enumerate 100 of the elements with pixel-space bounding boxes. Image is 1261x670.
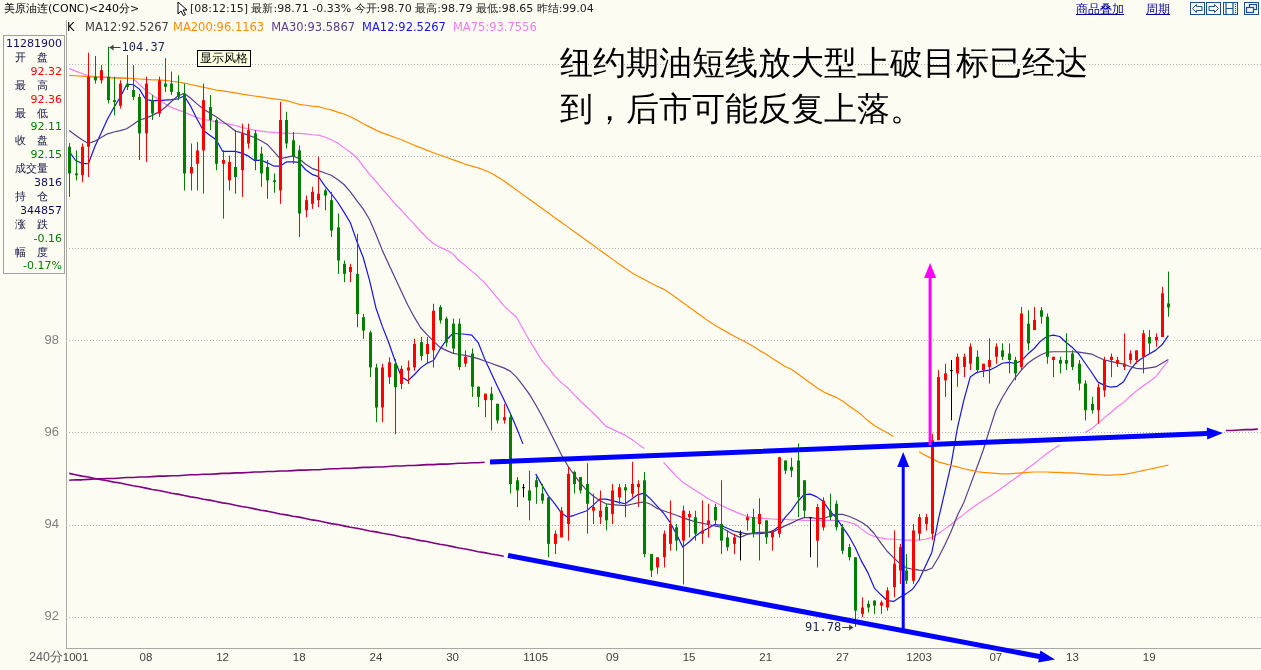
candlestick xyxy=(541,483,544,505)
candlestick xyxy=(113,76,116,116)
candlestick xyxy=(663,530,666,568)
candlestick xyxy=(362,313,365,340)
candlestick xyxy=(829,493,832,521)
x-tick-label: 24 xyxy=(369,651,383,664)
candlestick xyxy=(599,489,602,525)
text: MA75:93.7556 xyxy=(452,20,537,35)
candlestick xyxy=(477,385,480,408)
candlestick xyxy=(388,356,391,385)
candlestick xyxy=(1167,271,1170,318)
candlestick xyxy=(726,530,729,552)
candlestick xyxy=(707,503,710,538)
candlestick xyxy=(324,188,327,211)
candlestick xyxy=(196,141,199,191)
y-tick-label: 94 xyxy=(44,516,59,532)
candlestick xyxy=(1008,342,1011,374)
candlestick xyxy=(170,71,173,96)
candlestick xyxy=(177,74,180,101)
candlestick xyxy=(624,483,627,518)
text: 92.11 xyxy=(29,120,62,135)
candlestick xyxy=(605,503,608,532)
candlestick xyxy=(618,483,621,505)
candlestick xyxy=(650,553,653,578)
candlestick xyxy=(209,94,212,131)
candlestick xyxy=(675,523,678,552)
candlestick xyxy=(407,359,410,385)
text: 持 仓 xyxy=(15,189,48,204)
candlestick xyxy=(886,586,889,612)
candlestick xyxy=(234,129,237,195)
annotation: MA12:92.5267 xyxy=(85,20,169,35)
candlestick xyxy=(752,508,755,538)
text: 幅 度 xyxy=(15,245,48,260)
candlestick xyxy=(413,338,416,372)
candlestick xyxy=(1014,356,1017,381)
candlestick xyxy=(522,483,525,498)
text: 344857 xyxy=(19,203,62,218)
candlestick xyxy=(963,353,966,378)
annotation: 显示风格 xyxy=(197,50,251,67)
chart-subtitle: [08:12:15] 最新:98.71 -0.33% 今开:98.70 最高:98.79 最低:98.65 昨结:99.04 xyxy=(190,2,594,16)
candlestick xyxy=(273,172,276,194)
candlestick xyxy=(285,111,288,150)
candlestick xyxy=(637,479,640,508)
candlestick xyxy=(516,476,519,508)
candlestick xyxy=(733,533,736,555)
candlestick xyxy=(956,353,959,388)
candlestick xyxy=(394,358,397,435)
candlestick xyxy=(950,359,953,421)
text: 92.15 xyxy=(29,148,62,163)
candlestick xyxy=(190,142,193,191)
x-tick-label: 27 xyxy=(836,651,849,664)
candlestick xyxy=(426,336,429,365)
x-tick-label: 08 xyxy=(139,651,153,664)
candlestick xyxy=(758,497,761,561)
candlestick xyxy=(439,304,442,325)
candlestick xyxy=(841,523,844,555)
text: 92.36 xyxy=(29,92,62,107)
annotation: 纽约期油短线放大型上破目标已经达到，后市可能反复上落。 xyxy=(560,42,1089,130)
y-tick-label: 98 xyxy=(44,331,59,347)
text: 3816 xyxy=(33,176,62,190)
candlestick xyxy=(100,64,103,85)
candlestick xyxy=(701,500,704,545)
candlestick xyxy=(490,386,493,432)
candlestick xyxy=(988,337,991,385)
x-tick-label: 19 xyxy=(1142,651,1156,664)
annotation: 104.37 xyxy=(121,40,165,55)
candlestick xyxy=(1065,332,1068,371)
candlestick xyxy=(247,123,250,150)
candlestick xyxy=(899,543,902,585)
candlestick xyxy=(528,470,531,521)
text: 涨 跌 xyxy=(15,217,48,232)
candlestick xyxy=(861,596,864,618)
candlestick xyxy=(1027,309,1030,351)
candlestick xyxy=(151,94,154,121)
candlestick xyxy=(720,479,723,555)
candlestick xyxy=(75,149,78,181)
x-tick-label: 13 xyxy=(1066,651,1079,664)
candlestick xyxy=(260,146,263,188)
x-tick-label: 09 xyxy=(605,651,619,664)
candlestick xyxy=(905,553,908,585)
candlestick xyxy=(222,149,225,220)
candlestick xyxy=(292,131,295,165)
candlestick xyxy=(1071,349,1074,371)
candlestick xyxy=(1148,329,1151,355)
text: 最 低 xyxy=(15,106,48,121)
text: 11281900 xyxy=(5,37,62,51)
candlestick xyxy=(164,57,167,93)
candlestick xyxy=(420,336,423,361)
text: MA12:92.5267 xyxy=(362,20,446,35)
candlestick xyxy=(694,510,697,542)
candlestick xyxy=(976,349,979,374)
text: -0.16 xyxy=(32,231,62,246)
candlestick xyxy=(669,500,672,552)
candlestick xyxy=(126,54,129,91)
candlestick xyxy=(107,46,110,104)
text: 商品叠加 xyxy=(1076,2,1124,17)
candlestick xyxy=(592,493,595,525)
text: 收 盘 xyxy=(15,134,48,149)
candlestick xyxy=(688,510,691,538)
text: 周期 xyxy=(1146,2,1170,17)
